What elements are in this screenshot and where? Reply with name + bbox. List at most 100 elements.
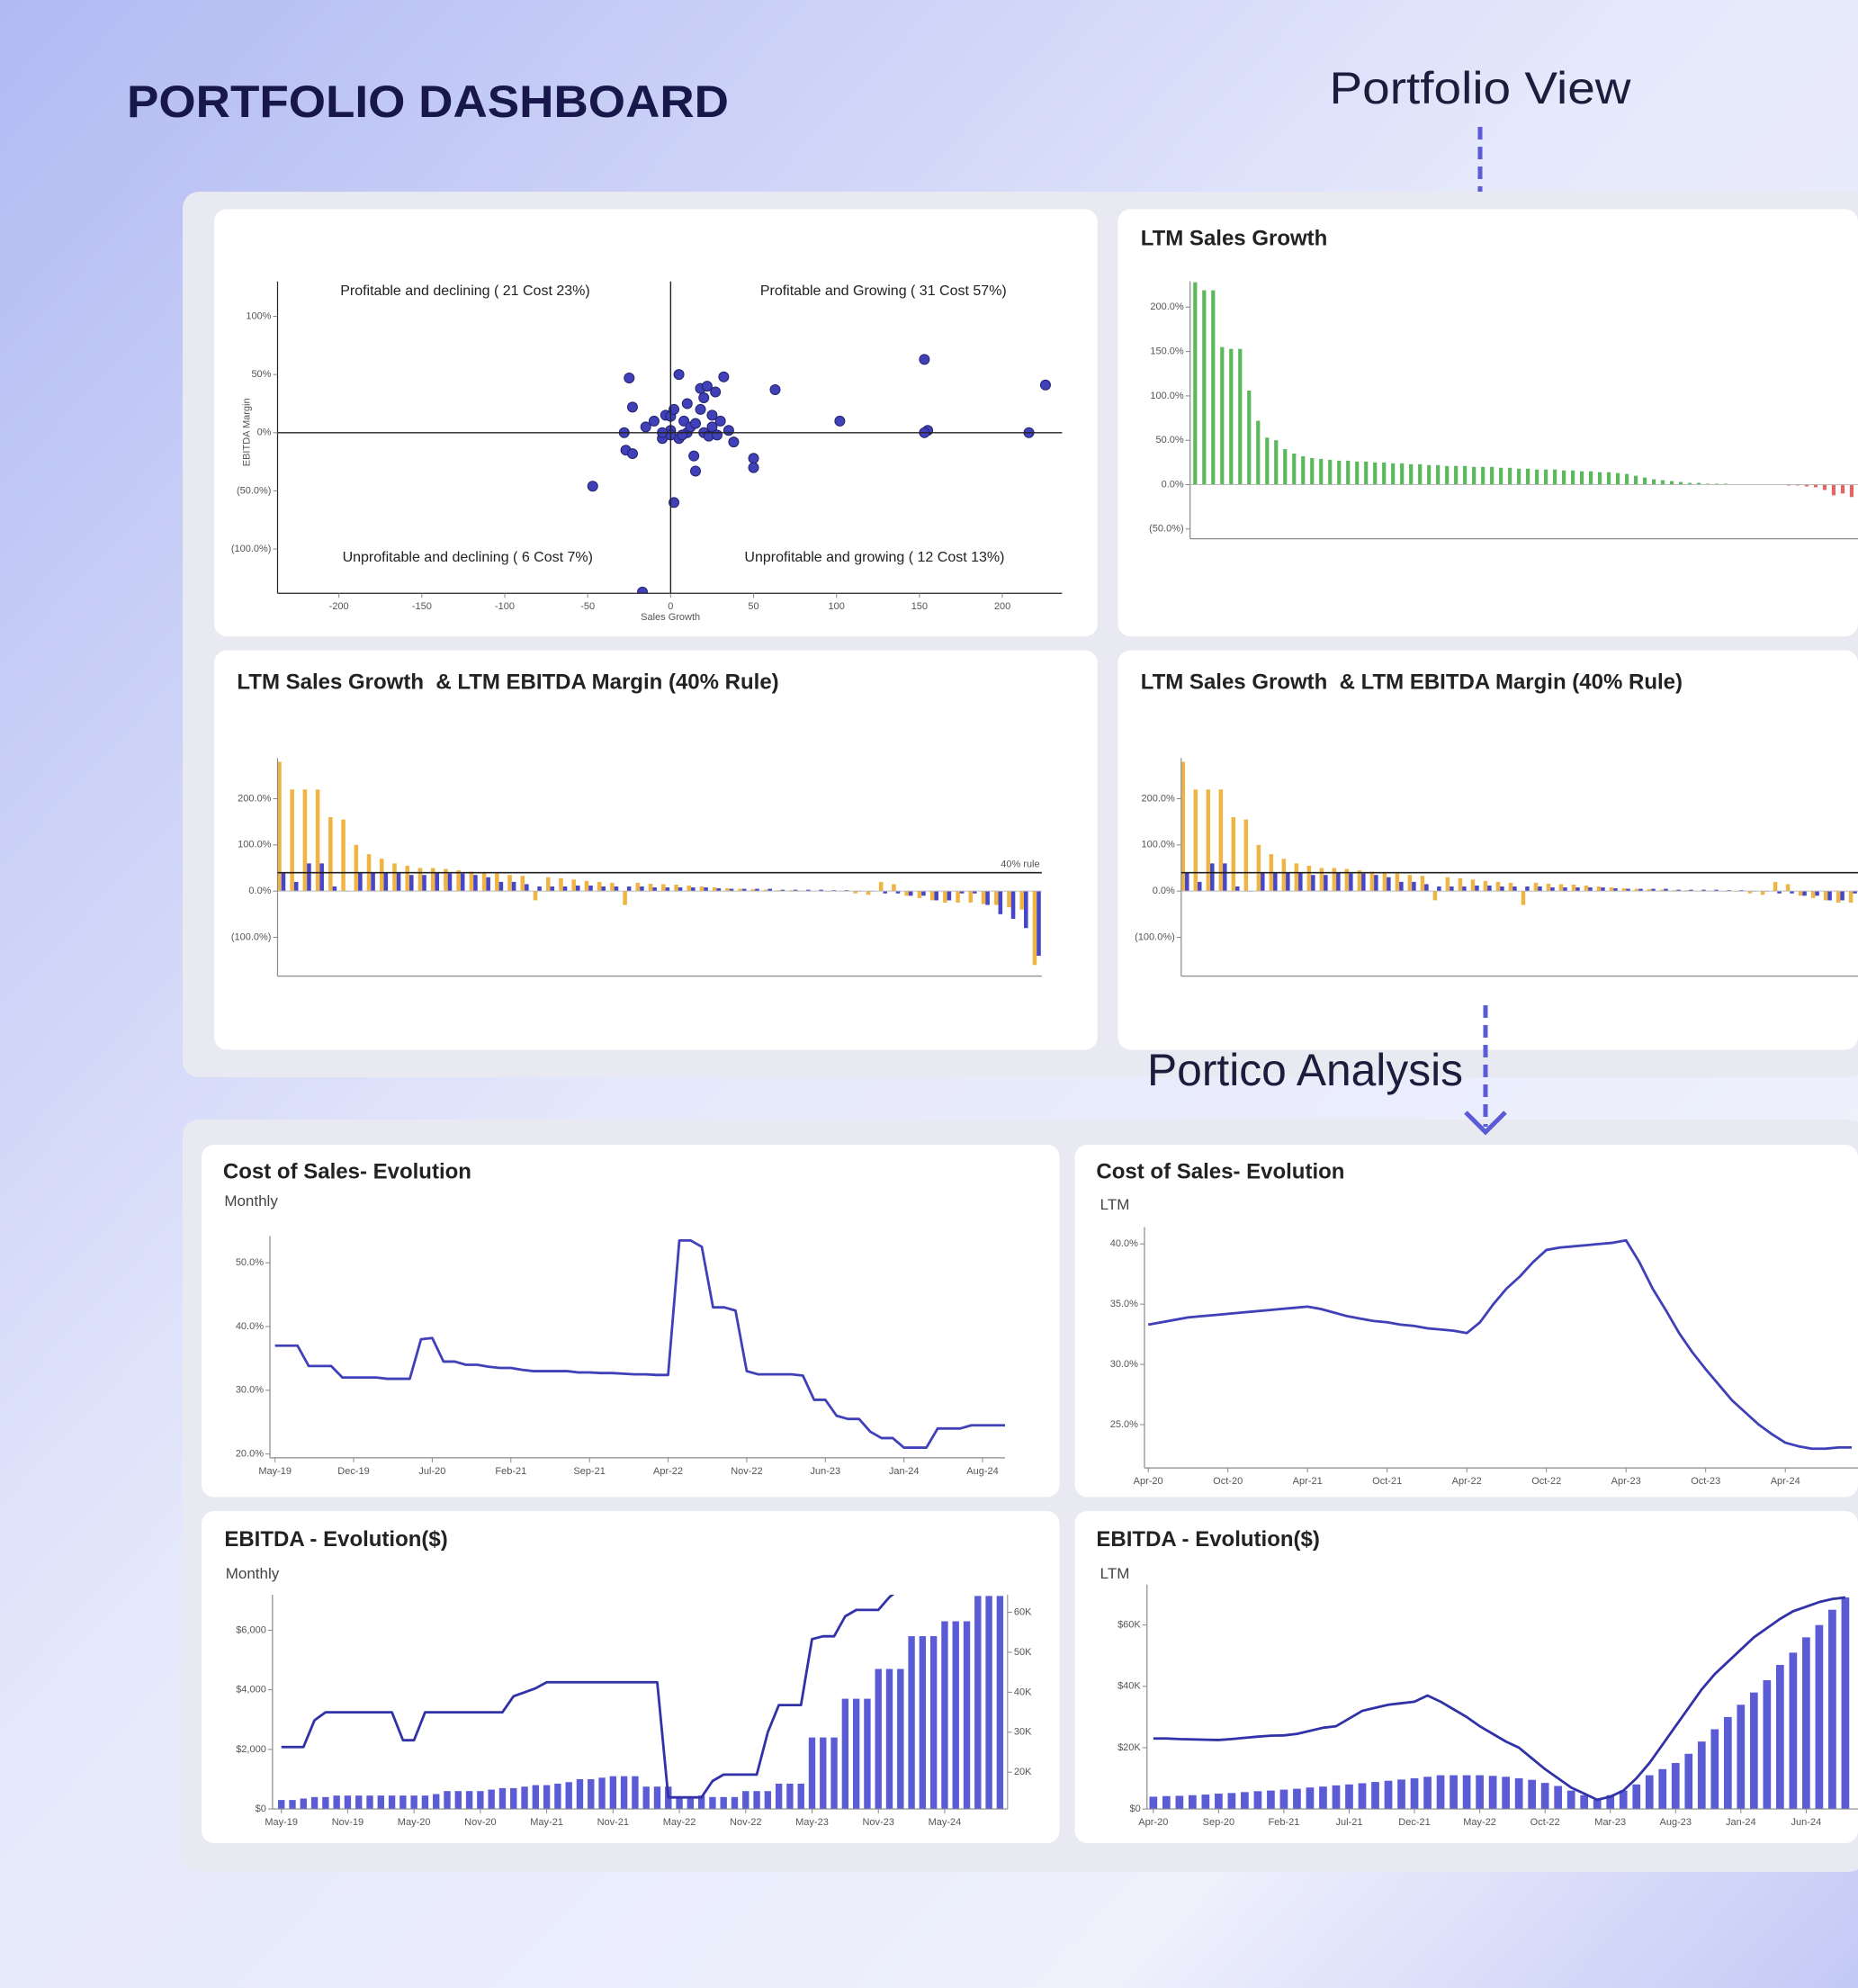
y-tick-label: 0.0% xyxy=(1153,886,1175,896)
y-tick-label: $0 xyxy=(1130,1804,1141,1814)
bar xyxy=(1651,888,1656,892)
bar xyxy=(1292,453,1297,485)
bar xyxy=(1517,468,1521,485)
bar xyxy=(1521,891,1526,905)
bar xyxy=(498,881,504,892)
bar xyxy=(379,859,384,892)
bar xyxy=(1615,472,1620,485)
chart-title: LTM Sales Growth & LTM EBITDA Margin (40… xyxy=(1141,670,1683,695)
bar xyxy=(1420,876,1425,892)
bar xyxy=(652,887,657,892)
bar xyxy=(712,887,717,892)
line-series xyxy=(281,1595,895,1799)
bar xyxy=(396,872,401,892)
bar xyxy=(1575,887,1580,892)
bar xyxy=(1387,877,1391,892)
bar xyxy=(300,1798,307,1810)
x-tick-label: Apr-22 xyxy=(653,1466,683,1477)
x-tick-label: Oct-22 xyxy=(1530,1817,1560,1828)
bar xyxy=(1382,462,1387,485)
callout-label: Portico Analysis xyxy=(1147,1045,1463,1095)
bar xyxy=(806,889,811,892)
bar xyxy=(1445,465,1450,485)
bar xyxy=(1533,882,1539,892)
x-tick-label: Jul-21 xyxy=(1336,1817,1363,1828)
bar xyxy=(1538,886,1542,892)
bar xyxy=(704,887,708,892)
bar xyxy=(520,876,525,892)
bar xyxy=(1789,1652,1798,1810)
bar xyxy=(716,888,722,892)
bar xyxy=(333,1795,340,1810)
bar xyxy=(597,881,602,892)
page-title: PORTFOLIO DASHBOARD xyxy=(127,76,729,127)
x-tick-label: Sep-20 xyxy=(1203,1817,1234,1828)
bar xyxy=(290,789,294,892)
bar xyxy=(780,889,785,892)
scatter-point xyxy=(624,373,635,384)
bar xyxy=(533,891,538,901)
bar xyxy=(1210,863,1215,892)
bar xyxy=(1508,467,1512,485)
x-tick-label: May-19 xyxy=(258,1466,292,1477)
x-tick-label: Jan-24 xyxy=(889,1466,920,1477)
bar xyxy=(1470,879,1476,892)
y-tick-label: $6,000 xyxy=(236,1624,266,1635)
chart-title: LTM Sales Growth & LTM EBITDA Margin (40… xyxy=(237,670,778,695)
bar xyxy=(852,1698,860,1810)
x-tick-label: Feb-21 xyxy=(1269,1817,1300,1828)
bar xyxy=(399,1795,407,1810)
bar xyxy=(1840,891,1845,901)
y2-tick-label: 60K xyxy=(1014,1606,1032,1617)
bar xyxy=(1201,1795,1210,1810)
bar xyxy=(853,891,858,894)
bar xyxy=(1261,872,1265,892)
bar xyxy=(1558,884,1564,892)
bar xyxy=(1632,1784,1641,1810)
bar xyxy=(1588,471,1593,485)
line-series xyxy=(1153,1596,1846,1802)
bar xyxy=(1301,455,1306,485)
bar xyxy=(1544,469,1548,485)
bar xyxy=(1358,1783,1367,1810)
bar xyxy=(355,1795,363,1810)
quadrant-label: Profitable and Growing ( 31 Cost 57%) xyxy=(760,283,1007,299)
bar xyxy=(278,1800,285,1810)
bar xyxy=(1445,877,1450,892)
y-tick-label: 30.0% xyxy=(1110,1359,1138,1370)
bar xyxy=(1701,889,1706,892)
bar xyxy=(315,789,320,892)
bar xyxy=(341,819,346,892)
bar xyxy=(588,886,593,892)
bar xyxy=(1235,886,1240,892)
bar xyxy=(444,1791,451,1810)
scatter-point xyxy=(669,497,680,508)
quadrant-label: Unprofitable and growing ( 12 Cost 13%) xyxy=(744,550,1004,565)
x-tick-label: 50 xyxy=(748,601,758,612)
bar xyxy=(1676,889,1681,892)
bar xyxy=(1231,817,1236,892)
bar xyxy=(481,872,487,892)
bar xyxy=(1790,891,1794,894)
bar xyxy=(1283,449,1288,485)
bar xyxy=(1374,875,1378,892)
bar xyxy=(495,873,499,892)
bar xyxy=(1306,865,1312,892)
bar xyxy=(1364,461,1369,485)
bar xyxy=(1436,1775,1445,1810)
bar xyxy=(640,886,644,892)
bar xyxy=(1410,1778,1419,1810)
bar xyxy=(1336,872,1341,892)
scatter-point xyxy=(681,398,693,409)
bar xyxy=(866,891,871,895)
x-tick-label: Jun-24 xyxy=(1791,1817,1822,1828)
bar xyxy=(1684,1753,1693,1810)
bar xyxy=(1535,469,1539,485)
bar xyxy=(460,873,465,892)
bar xyxy=(1265,437,1270,485)
bar xyxy=(1450,1775,1458,1810)
chart-subtitle: LTM xyxy=(1100,1565,1130,1582)
bar xyxy=(614,886,619,892)
bar xyxy=(1609,887,1614,892)
bar xyxy=(1346,460,1351,485)
